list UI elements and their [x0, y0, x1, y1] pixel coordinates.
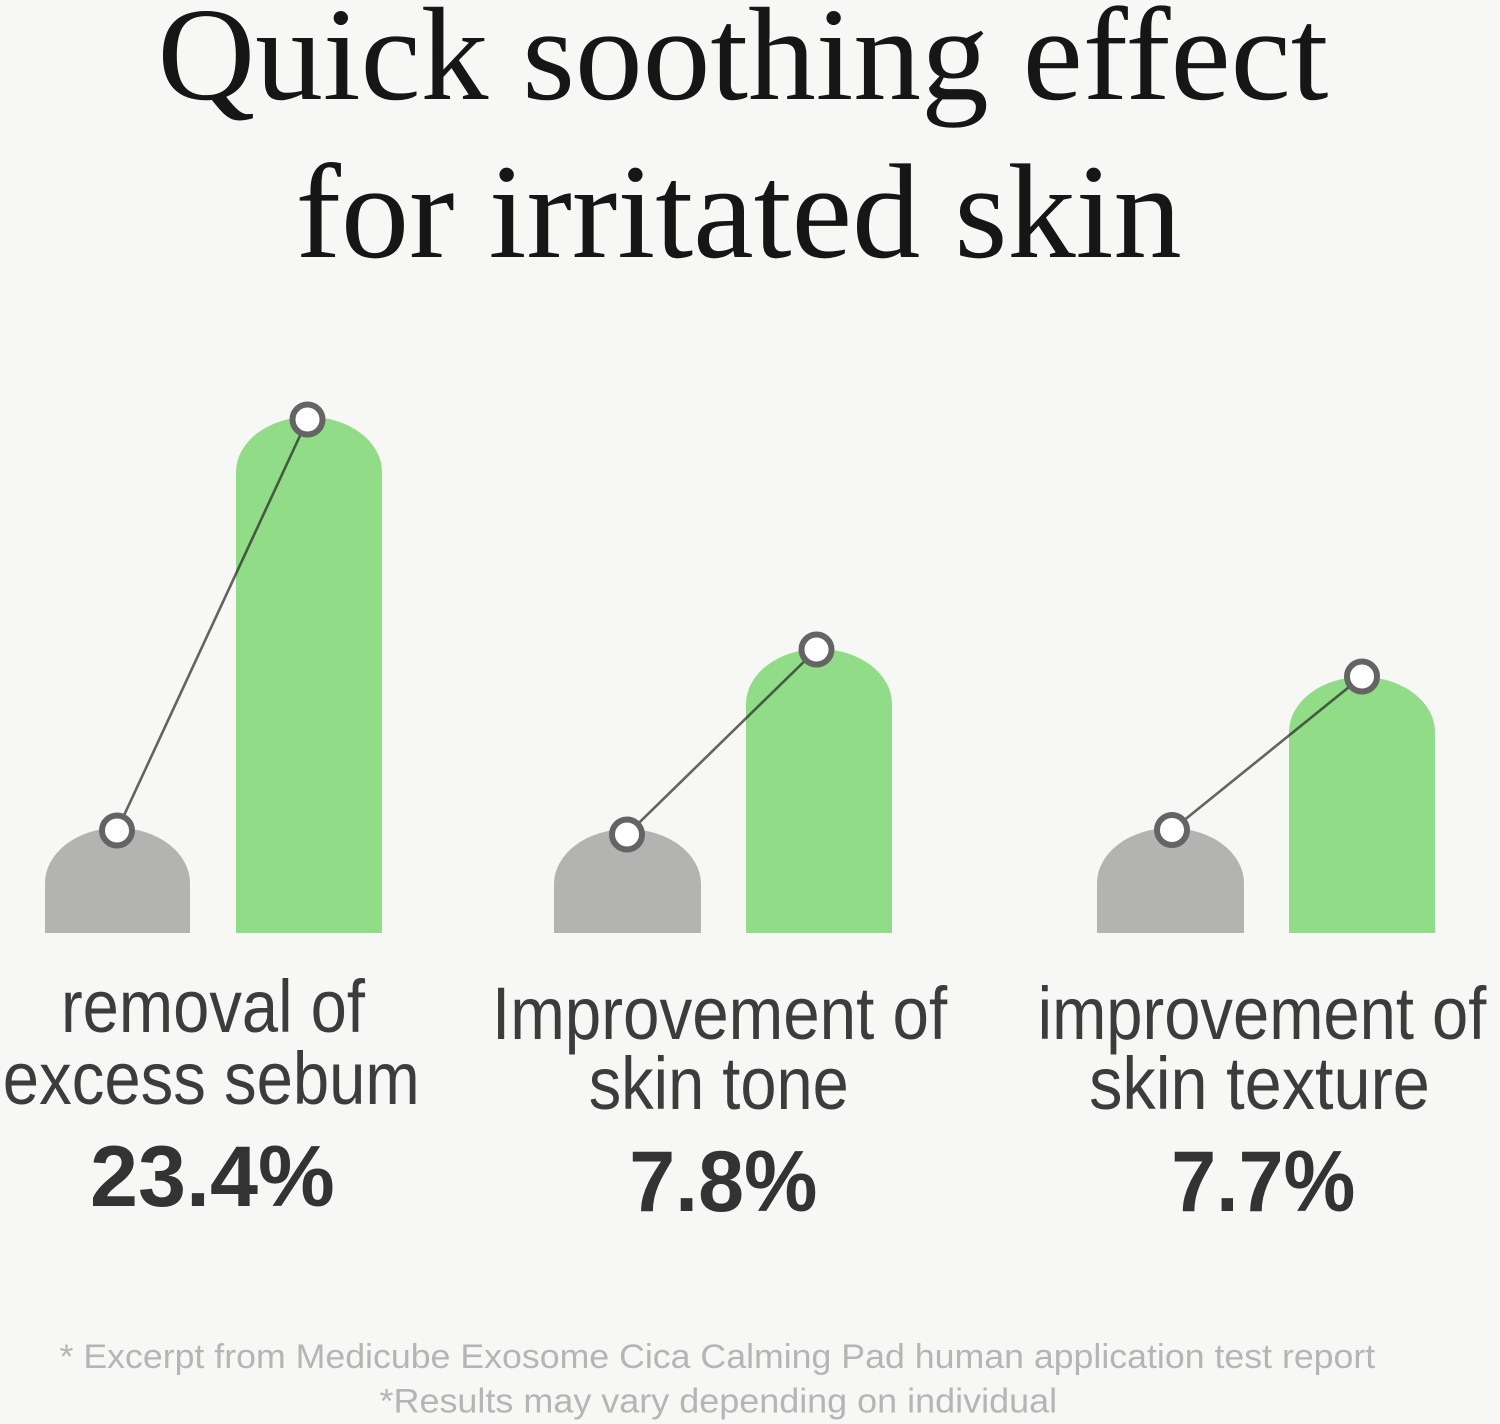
- svg-text:skin texture: skin texture: [1089, 1042, 1430, 1125]
- svg-text:Quick soothing effect: Quick soothing effect: [157, 0, 1328, 129]
- svg-text:removal of: removal of: [61, 965, 366, 1048]
- svg-text:* Excerpt from Medicube Exosom: * Excerpt from Medicube Exosome Cica Cal…: [60, 1338, 1376, 1376]
- svg-text:7.7%: 7.7%: [1171, 1133, 1355, 1230]
- svg-text:skin tone: skin tone: [589, 1042, 849, 1125]
- svg-text:*Results may vary depending on: *Results may vary depending on individua…: [380, 1382, 1058, 1420]
- svg-text:excess sebum: excess sebum: [3, 1037, 420, 1120]
- svg-text:7.8%: 7.8%: [629, 1133, 817, 1229]
- svg-text:Improvement of: Improvement of: [492, 972, 948, 1055]
- svg-text:improvement of: improvement of: [1038, 972, 1487, 1055]
- svg-text:for irritated skin: for irritated skin: [296, 138, 1182, 287]
- svg-text:23.4%: 23.4%: [90, 1129, 335, 1225]
